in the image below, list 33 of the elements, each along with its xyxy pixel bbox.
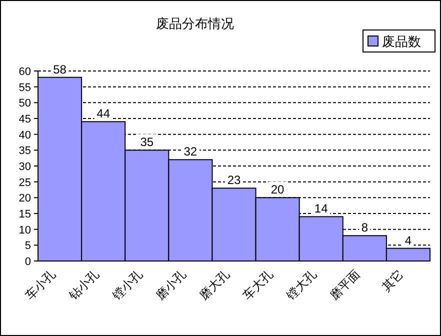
data-label: 58 [53,62,67,76]
y-tick-label: 15 [18,208,31,220]
data-label: 20 [270,182,285,197]
y-tick-label: 0 [24,256,31,268]
x-tick-label: 磨小孔 [153,267,189,303]
x-tick-label: 钻小孔 [65,267,102,304]
data-label: 8 [361,220,368,235]
y-tick-label: 40 [18,129,31,142]
data-label: 44 [96,106,110,121]
y-tick-label: 35 [18,145,31,158]
x-tick-label: 磨大孔 [196,267,232,303]
y-tick-label: 45 [18,114,31,126]
x-tick-label: 车大孔 [240,267,276,303]
data-label: 35 [140,135,154,150]
y-tick-label: 60 [18,66,31,78]
y-tick-label: 5 [24,240,31,252]
y-tick-label: 55 [18,82,31,94]
y-tick-label: 20 [18,192,31,205]
legend-label: 废品数 [382,34,421,49]
y-tick-label: 50 [18,98,31,110]
x-tick-label: 镗大孔 [283,267,320,304]
data-label: 4 [404,233,412,248]
x-tick-label: 磨平面 [327,267,363,303]
y-tick-label: 25 [18,176,31,189]
x-tick-label: 其它 [379,267,406,294]
data-label: 14 [314,202,328,216]
x-tick-label: 镗小孔 [108,267,146,304]
y-tick-label: 10 [18,224,31,236]
chart-title: 废品分布情况 [156,16,234,31]
data-label: 32 [184,144,198,159]
y-tick-label: 30 [18,161,31,173]
data-label: 23 [227,173,241,188]
x-tick-label: 车小孔 [22,267,58,303]
